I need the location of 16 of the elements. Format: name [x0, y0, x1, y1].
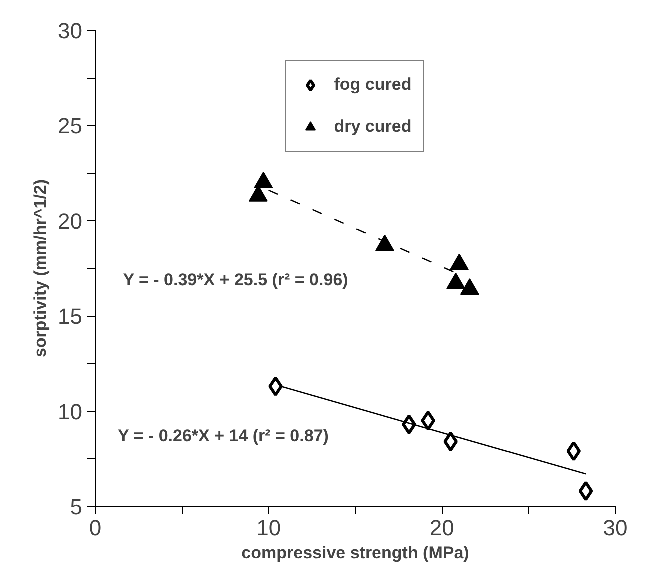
legend-label: dry cured: [334, 117, 412, 137]
y-tick-label: 15: [58, 304, 83, 330]
legend-label: fog cured: [334, 75, 412, 95]
y-tick-label: 20: [58, 208, 83, 234]
annotation: Y = - 0.26*X + 14 (r² = 0.87): [118, 426, 329, 446]
x-axis-title: compressive strength (MPa): [242, 544, 470, 562]
x-tick-label: 20: [430, 516, 454, 540]
x-tick-label: 10: [256, 516, 282, 540]
y-tick-label: 30: [58, 18, 83, 44]
y-tick-label: 25: [58, 114, 83, 139]
y-axis-title: sorptivity (mm/hr^1/2): [31, 179, 50, 358]
x-tick-label: 0: [89, 516, 102, 540]
annotation: Y = - 0.39*X + 25.5 (r² = 0.96): [123, 270, 348, 290]
y-tick-label: 10: [58, 399, 83, 424]
x-tick-label: 30: [603, 516, 628, 540]
y-tick-label: 5: [70, 494, 83, 520]
